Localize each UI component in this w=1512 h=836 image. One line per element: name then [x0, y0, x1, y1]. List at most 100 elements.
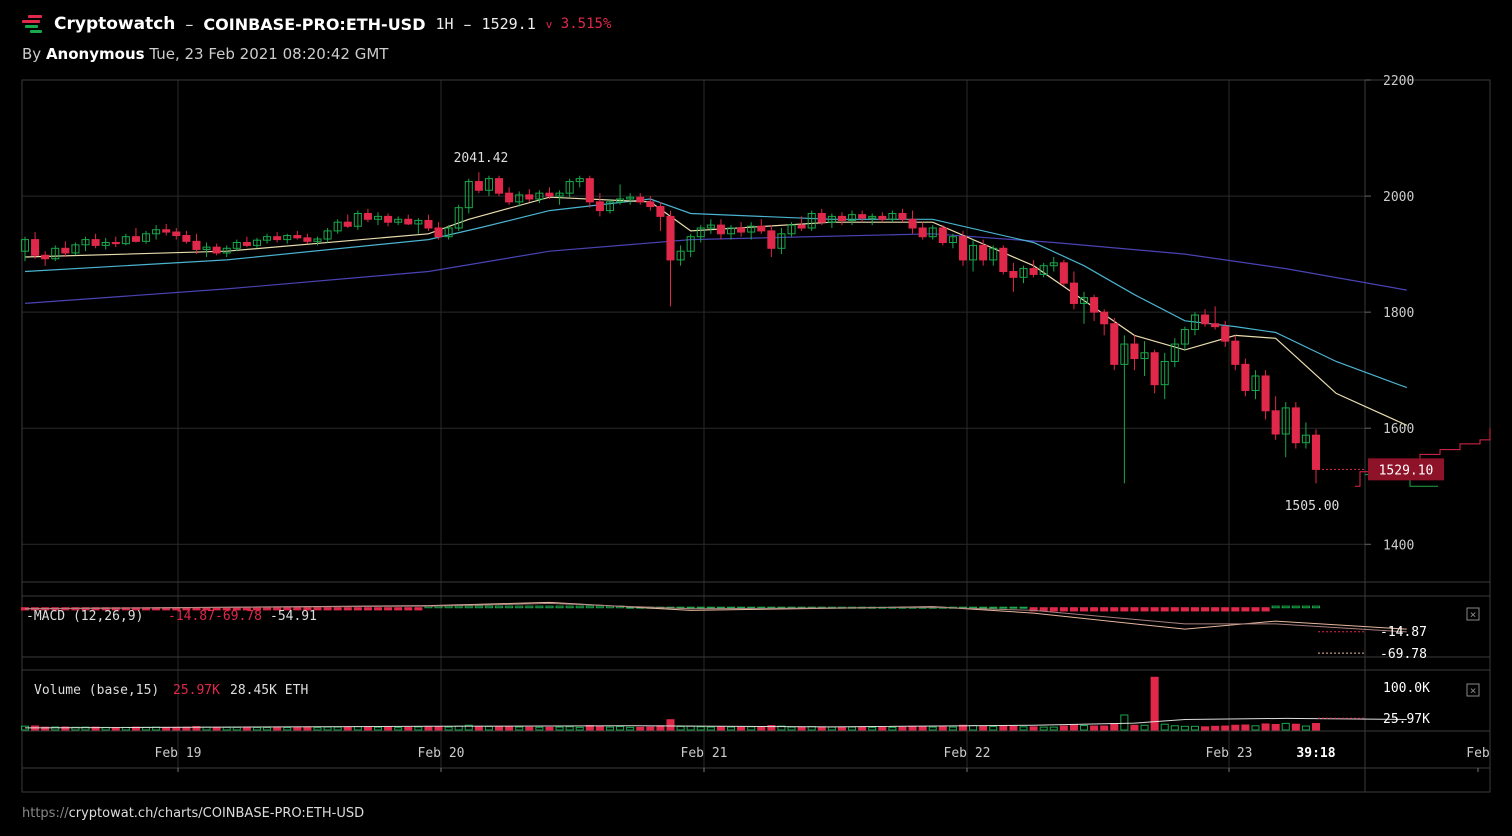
volume-bar — [1211, 725, 1220, 731]
candle-body — [757, 225, 766, 232]
macd-histogram-bar — [363, 607, 372, 611]
url-rest: cryptowat.ch/charts/COINBASE-PRO:ETH-USD — [68, 806, 365, 821]
volume-panel: 100.0K 25.97K Volume (base,15) 25.97K 28.45K… — [20, 676, 1480, 731]
candle-body — [1211, 323, 1220, 328]
macd-histogram-bar — [716, 606, 725, 609]
volume-bar — [837, 726, 846, 731]
candle-body — [152, 229, 161, 235]
low-annotation: 1505.00 — [1285, 499, 1340, 514]
timestamp: Tue, 23 Feb 2021 08:20:42 GMT — [149, 45, 389, 63]
volume-bar — [1029, 726, 1038, 731]
macd-histogram-bar — [1231, 607, 1240, 612]
candle-body — [1281, 407, 1290, 435]
macd-histogram-bar — [1059, 607, 1068, 612]
macd-histogram-bar — [404, 607, 413, 611]
candle-countdown: 39:18 — [1296, 746, 1335, 761]
candle-body — [192, 240, 201, 250]
macd-histogram-bar — [1009, 606, 1018, 609]
macd-histogram-bar — [1221, 607, 1230, 612]
y-tick-label-3: 1600 — [1383, 422, 1414, 437]
candle-body — [172, 231, 181, 237]
candle-body — [858, 214, 867, 219]
candle-body — [918, 227, 927, 238]
candle-body — [848, 214, 857, 221]
candle-body — [131, 236, 140, 242]
volume-bar — [747, 726, 756, 731]
volume-bar — [293, 727, 302, 731]
volume-bar — [787, 726, 796, 731]
volume-bar — [1140, 724, 1149, 731]
volume-bar — [1271, 723, 1280, 731]
candlesticks — [20, 172, 1321, 484]
y-tick-label-2: 1800 — [1383, 306, 1414, 321]
volume-bar — [616, 726, 625, 731]
macd-histogram-bar — [505, 605, 514, 609]
candle-body — [121, 236, 130, 245]
macd-histogram-bar — [1160, 607, 1169, 612]
candle-body — [333, 221, 342, 232]
volume-bar — [676, 726, 685, 731]
candle-body — [1311, 434, 1321, 470]
x-tick-label-5: Feb — [1466, 746, 1490, 761]
macd-histogram-bar — [565, 605, 574, 609]
candle-body — [71, 244, 80, 254]
candle-body — [888, 212, 897, 220]
chart-url[interactable]: https://cryptowat.ch/charts/COINBASE-PRO… — [22, 806, 364, 821]
candle-body — [1120, 343, 1129, 365]
macd-histogram-bar — [474, 605, 483, 609]
candle-body — [737, 227, 746, 233]
macd-histogram-bar — [353, 607, 362, 611]
last-price-badge-text: 1529.10 — [1379, 463, 1434, 478]
macd-histogram-bar — [495, 605, 504, 609]
y-tick-label-0: 2200 — [1383, 74, 1414, 89]
candle-body — [323, 230, 332, 240]
macd-histogram-bar — [1180, 607, 1189, 612]
volume-bar — [948, 726, 957, 731]
candle-body — [232, 241, 241, 249]
market-pair: COINBASE-PRO:ETH-USD — [203, 14, 426, 34]
macd-histogram-bar — [303, 607, 312, 611]
volume-bar — [535, 726, 544, 731]
macd-histogram-bar — [1140, 607, 1149, 612]
volume-bar — [1059, 725, 1068, 731]
candle-body — [716, 224, 725, 235]
macd-histogram-bar — [384, 607, 393, 611]
macd-axis-label-1: -69.78 — [1380, 647, 1427, 662]
candle-body — [777, 233, 786, 249]
volume-bar — [283, 727, 292, 731]
volume-bar — [1110, 723, 1119, 731]
candle-body — [1039, 265, 1048, 275]
volume-bar — [353, 726, 362, 731]
macd-legend-value: -14.87 — [168, 609, 215, 624]
macd-histogram-bar — [414, 607, 423, 611]
price-change: v 3.515% — [546, 16, 612, 32]
volume-bar — [1150, 676, 1159, 731]
candle-body — [958, 236, 968, 261]
candle-body — [1130, 343, 1139, 360]
volume-bar — [404, 726, 413, 731]
volume-bar — [81, 726, 90, 731]
volume-bar — [797, 726, 806, 731]
volume-bar — [242, 726, 251, 731]
candle-body — [1019, 268, 1028, 278]
volume-bar — [545, 726, 554, 731]
volume-bar — [1079, 725, 1089, 731]
volume-bar — [313, 727, 322, 731]
macd-histogram-bar — [1201, 607, 1210, 612]
macd-histogram-bar — [273, 607, 282, 611]
volume-close-icon-glyph: × — [1470, 684, 1477, 697]
volume-bar — [595, 725, 604, 731]
volume-bar — [212, 726, 221, 731]
candle-body — [212, 246, 221, 254]
candle-body — [646, 201, 655, 208]
volume-bar — [1069, 724, 1078, 731]
macd-close-icon-glyph: × — [1470, 608, 1477, 621]
macd-legend-signal: -69.78 — [215, 609, 262, 624]
candle-body — [686, 236, 695, 252]
volume-bar — [878, 727, 887, 731]
macd-panel: -14.87-69.78-MACD (12,26,9) -14.87 -69.78-… — [20, 601, 1480, 662]
macd-histogram-bar — [1271, 605, 1280, 609]
macd-histogram-bar — [1100, 607, 1109, 612]
candle-body — [444, 227, 453, 238]
